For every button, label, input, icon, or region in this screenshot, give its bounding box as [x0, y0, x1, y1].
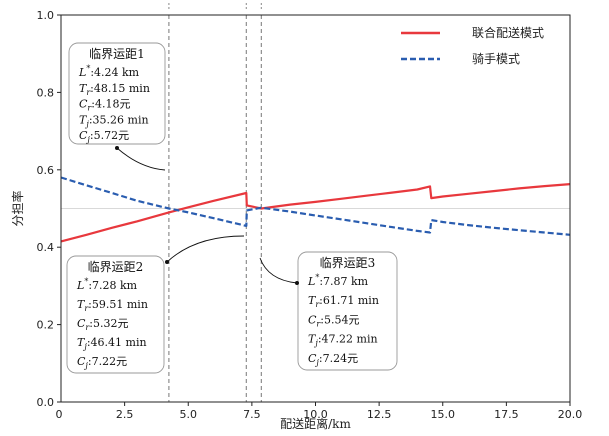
- annotation-line-3-2: Tr:61.71 min: [308, 294, 379, 309]
- annotation-2: 临界运距2 L*:7.28 km Tr:59.51 min Cr:5.32元 Tj:46…: [66, 255, 165, 374]
- annotation-box-3: [297, 251, 398, 371]
- x-tick-label-3: 7.5: [243, 408, 261, 421]
- annotation-arrow-1: [116, 147, 166, 171]
- annotation-line-1-1: L*:4.24 km: [78, 64, 140, 79]
- annotation-line-1-5: Cj:5.72元: [79, 129, 129, 144]
- annotation-line-3-3: Cr:5.54元: [308, 313, 359, 328]
- annotation-arrow-tip-3: [295, 281, 299, 285]
- annotation-line-2-3: Cr:5.32元: [77, 317, 128, 332]
- y-tick-label-6: 1.0: [37, 9, 55, 22]
- x-tick-label-4: 10.0: [303, 408, 328, 421]
- x-tick-label-5: 12.5: [367, 408, 392, 421]
- annotation-arrow-2: [166, 235, 245, 263]
- annotation-title-3: 临界运距3: [320, 256, 376, 270]
- annotation-arrow-tip-1: [115, 146, 119, 150]
- x-tick-label-1: 2.5: [116, 408, 134, 421]
- series-line-1: [60, 183, 571, 243]
- x-tick-label-6: 15.0: [431, 408, 456, 421]
- annotation-line-1-3: Cr:4.18元: [79, 98, 130, 113]
- series-line-2: [60, 176, 571, 236]
- annotation-line-3-1: L*:7.87 km: [307, 273, 369, 288]
- x-tick-label-8: 20.0: [558, 408, 583, 421]
- annotation-line-2-4: Tj:46.41 min: [77, 336, 147, 351]
- y-tick-label-4: 0.6: [37, 164, 55, 177]
- x-tick-label-7: 17.5: [494, 408, 519, 421]
- y-tick-label-2: 0.2: [37, 319, 55, 332]
- y-tick-labels: 0.0 0.2 0.4 0.6 0.8 1.0: [37, 9, 61, 409]
- x-tick-labels: 2.5 5.0 7.5 10.0 12.5 15.0 17.5 20.0 0: [56, 402, 583, 421]
- annotation-arrow-tip-2: [165, 260, 169, 264]
- annotation-box-2: [66, 255, 165, 374]
- x-axis-label: 配送距离/km: [280, 416, 351, 431]
- y-axis-label: 分担率: [10, 190, 25, 226]
- y-tick-label-3: 0.4: [37, 241, 55, 254]
- annotation-line-1-4: Tj:35.26 min: [79, 113, 149, 128]
- annotation-box-1: [68, 42, 166, 145]
- series-layer: [60, 176, 571, 243]
- annotation-line-2-2: Tr:59.51 min: [77, 298, 148, 313]
- annotation-line-3-5: Cj:7.24元: [308, 352, 358, 367]
- annotations-layer: 临界运距1 L*:4.24 km Tr:48.15 minCr:4.18元Tj:35…: [66, 42, 398, 374]
- annotation-line-3-4: Tj:47.22 min: [308, 333, 378, 348]
- y-tick-label-5: 0.8: [37, 86, 55, 99]
- critical-distance-lines: [168, 3, 262, 402]
- legend-label-1: 联合配送模式: [472, 25, 544, 40]
- annotation-3: 临界运距3 L*:7.87 km Tr:61.71 min Cr:5.54元 Tj:47…: [297, 251, 398, 371]
- y-tick-label-1: 0.0: [37, 396, 55, 409]
- annotation-line-2-1: L*:7.28 km: [76, 277, 138, 292]
- annotation-title-2: 临界运距2: [88, 260, 144, 274]
- annotation-line-1-2: Tr:48.15 min: [79, 82, 150, 97]
- annotation-1: 临界运距1 L*:4.24 km Tr:48.15 minCr:4.18元Tj:35…: [68, 42, 166, 145]
- x-tick-label-2: 5.0: [180, 408, 198, 421]
- annotation-title-1: 临界运距1: [89, 47, 145, 61]
- x-tick-label-origin: 0: [56, 408, 63, 421]
- legend-label-2: 骑手模式: [472, 52, 520, 66]
- annotation-arrow-3: [259, 257, 298, 284]
- annotation-line-2-5: Cj:7.22元: [77, 355, 127, 370]
